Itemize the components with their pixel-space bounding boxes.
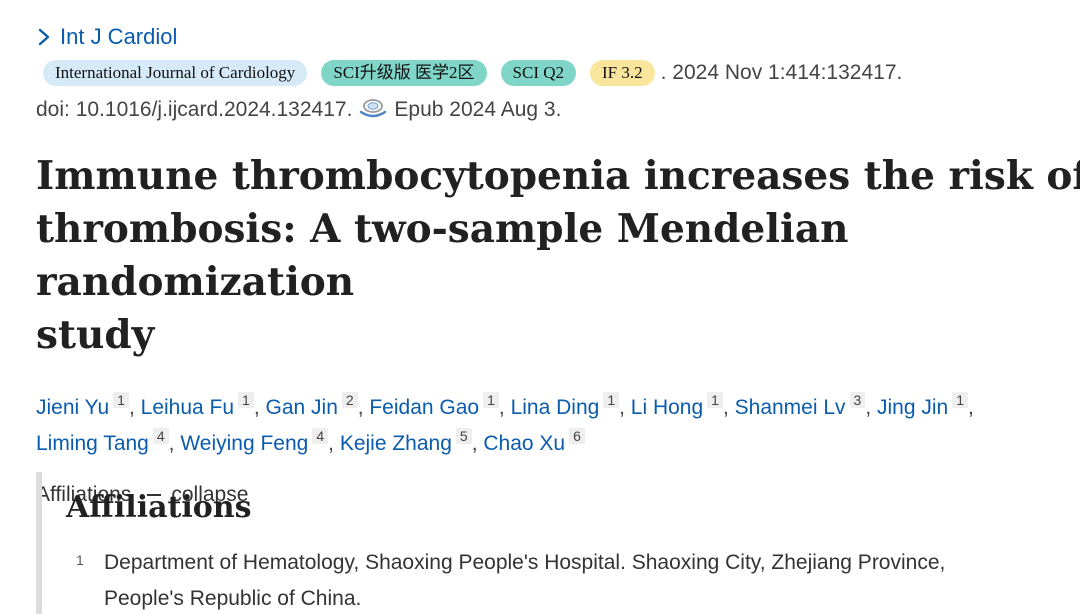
journal-link[interactable]: Int J Cardiol	[36, 20, 1080, 54]
affiliation-ref[interactable]: 5	[455, 428, 472, 444]
author-link[interactable]: Feidan Gao	[369, 396, 480, 419]
sci-quartile-badge: SCI Q2	[500, 60, 577, 86]
affiliation-ref[interactable]: 1	[238, 392, 254, 408]
journal-meta: International Journal of Cardiology SCI升…	[43, 54, 1080, 92]
author-link[interactable]: Jing Jin	[877, 396, 949, 419]
affiliations-toggle: Affiliations collapse	[36, 480, 1080, 510]
affiliation-line-1: Department of Hematology, Shaoxing Peopl…	[104, 551, 946, 574]
sci-zone-badge: SCI升级版 医学2区	[321, 60, 487, 86]
affiliation-text: Department of Hematology, Shaoxing Peopl…	[104, 545, 945, 614]
author-link[interactable]: Lina Ding	[510, 396, 600, 419]
author-link[interactable]: Gan Jin	[265, 396, 338, 419]
affiliation-ref[interactable]: 1	[603, 392, 620, 408]
title-line-2: thrombosis: A two-sample Mendelian rando…	[36, 206, 849, 305]
author-separator: ,	[168, 432, 181, 455]
affiliation-ref[interactable]: 1	[707, 392, 723, 408]
article-header: Int J Cardiol International Journal of C…	[36, 20, 1080, 510]
author-separator: ,	[722, 396, 735, 419]
citation-text: . 2024 Nov 1:414:132417.	[660, 61, 903, 84]
author-separator: ,	[968, 396, 974, 419]
affiliation-ref[interactable]: 4	[312, 428, 329, 444]
affiliation-ref[interactable]: 6	[569, 428, 585, 444]
doi-text: doi: 10.1016/j.ijcard.2024.132417.	[36, 98, 353, 121]
affiliation-ref[interactable]: 3	[849, 392, 866, 408]
pubmed-free-icon[interactable]	[358, 98, 388, 122]
article-title: Immune thrombocytopenia increases the ri…	[36, 150, 1080, 362]
author-link[interactable]: Jieni Yu	[36, 396, 110, 419]
author-separator: ,	[471, 432, 484, 455]
author-link[interactable]: Kejie Zhang	[339, 432, 452, 455]
author-link[interactable]: Liming Tang	[36, 432, 149, 455]
author-link[interactable]: Weiying Feng	[180, 432, 309, 455]
author-separator: ,	[498, 396, 511, 419]
affiliation-ref[interactable]: 1	[483, 392, 499, 408]
author-separator: ,	[357, 396, 370, 419]
author-link[interactable]: Leihua Fu	[140, 396, 235, 419]
affiliations-panel: Affiliations 1 Department of Hematology,…	[36, 472, 1080, 614]
author-link[interactable]: Li Hong	[630, 396, 704, 419]
chevron-right-icon	[38, 28, 50, 46]
title-line-1: Immune thrombocytopenia increases the ri…	[36, 153, 1080, 199]
doi-line: doi: 10.1016/j.ijcard.2024.132417. Epub …	[36, 92, 1080, 128]
author-separator: ,	[328, 432, 340, 455]
collapse-button[interactable]: collapse	[171, 483, 249, 506]
journal-short-name[interactable]: Int J Cardiol	[60, 24, 178, 49]
affiliation-ref[interactable]: 1	[952, 392, 969, 408]
affiliation-line-2: People's Republic of China.	[104, 587, 362, 610]
author-link[interactable]: Chao Xu	[483, 432, 566, 455]
author-separator: ,	[865, 396, 878, 419]
impact-factor-badge: IF 3.2	[590, 60, 655, 86]
affiliations-toggle-label: Affiliations	[36, 483, 132, 506]
affiliation-number: 1	[76, 552, 84, 568]
epub-date: Epub 2024 Aug 3.	[394, 98, 562, 121]
affiliation-ref[interactable]: 1	[113, 392, 129, 408]
author-list: Jieni Yu 1, Leihua Fu 1, Gan Jin 2, Feidan …	[36, 390, 1066, 462]
affiliations-heading: Affiliations	[66, 490, 252, 525]
author-link[interactable]: Shanmei Lv	[734, 396, 846, 419]
author-separator: ,	[619, 396, 631, 419]
affiliation-ref[interactable]: 4	[152, 428, 169, 444]
author-separator: ,	[128, 396, 141, 419]
minus-icon	[147, 494, 162, 496]
journal-fullname-badge: International Journal of Cardiology	[43, 60, 308, 86]
affiliation-item: 1 Department of Hematology, Shaoxing Peo…	[76, 545, 1066, 614]
affiliation-ref[interactable]: 2	[341, 392, 358, 408]
title-line-3: study	[36, 312, 155, 358]
author-separator: ,	[253, 396, 266, 419]
